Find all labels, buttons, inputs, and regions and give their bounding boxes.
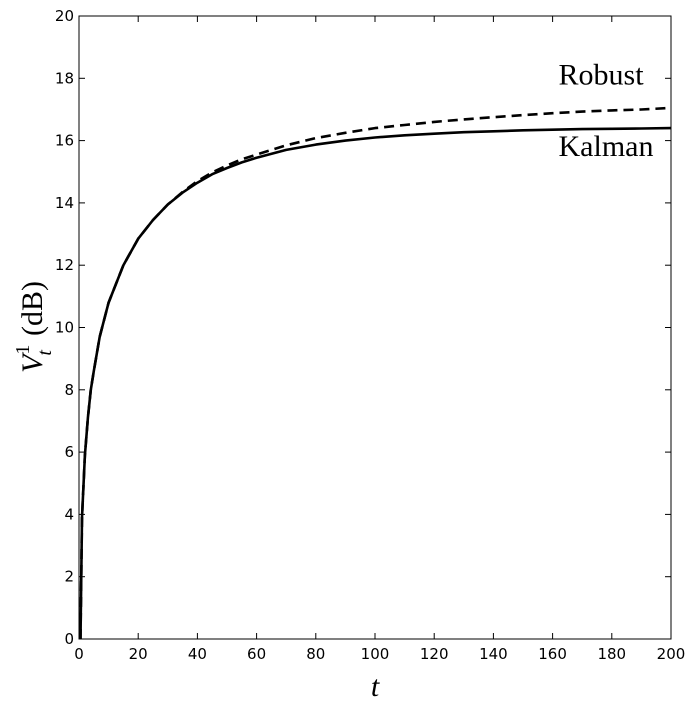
y-axis-base: V [16,351,49,373]
series-line-kalman [79,126,672,640]
annotation-kalman: Kalman [559,130,654,163]
y-tick-label: 8 [64,381,74,399]
x-tick-label: 180 [597,645,626,663]
x-axis-title: t [371,670,380,702]
svg-text:V1t(dB): V1t (dB) [12,281,56,373]
y-tick-label: 0 [64,630,74,648]
y-tick-label: 18 [55,69,74,87]
y-axis-unit: (dB) [16,281,49,336]
axis-ticks: 0 20 40 60 80 100 120 140 160 180 200 0 2 4 6 8 10 12 14 16… [55,7,685,663]
plot-area [78,15,672,640]
x-tick-label: 80 [306,645,325,663]
y-tick-label: 12 [55,256,74,274]
annotation-robust: Robust [559,59,645,92]
x-tick-label: 100 [361,645,390,663]
y-tick-label: 4 [64,505,74,523]
annotations: Robust Kalman [559,59,654,164]
x-tick-label: 40 [188,645,207,663]
y-tick-label: 6 [64,443,74,461]
x-tick-label: 140 [479,645,508,663]
x-tick-label: 60 [247,645,266,663]
y-tick-label: 2 [64,568,74,586]
y-axis-subscript: t [34,350,56,356]
x-tick-label: 200 [657,645,686,663]
series-layer [79,106,672,640]
x-tick-label: 160 [538,645,567,663]
y-axis-title: V1t (dB) [12,281,56,373]
y-axis-superscript: 1 [12,345,34,355]
x-tick-label: 20 [129,645,148,663]
y-tick-label: 20 [55,7,74,25]
y-tick-label: 16 [55,132,74,150]
y-tick-label: 14 [55,194,74,212]
x-tick-label: 120 [420,645,449,663]
y-tick-label: 10 [55,319,74,337]
x-tick-label: 0 [74,645,84,663]
